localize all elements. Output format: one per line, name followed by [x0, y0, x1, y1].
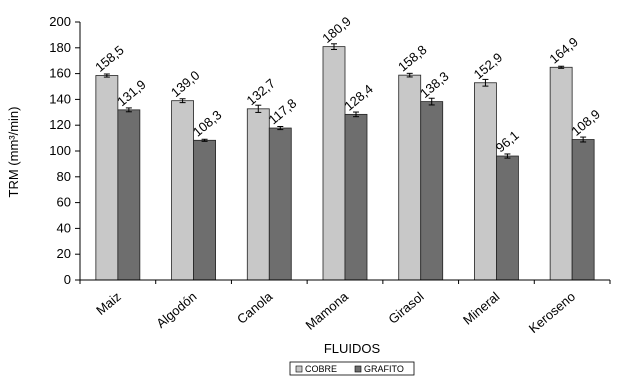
y-tick-label: 200	[49, 14, 71, 29]
bar-grafito-1	[193, 139, 216, 281]
bar-cobre-2	[246, 108, 270, 281]
legend: COBRE GRAFITO	[289, 361, 415, 376]
x-tick-label: Mamona	[303, 288, 352, 332]
x-tick-label: Keroseno	[526, 289, 578, 336]
y-tick-label: 80	[57, 169, 71, 184]
bar-cobre-4	[398, 74, 422, 281]
bar-grafito-3	[344, 113, 368, 281]
x-tick-label: Maiz	[93, 289, 124, 318]
bar-cobre-6	[549, 66, 573, 281]
data-label: 108,9	[568, 106, 603, 138]
x-axis: Maiz Algodón Canola Mamona Girasol Mineral Ker…	[79, 279, 611, 336]
bar-cobre-0	[95, 75, 119, 281]
legend-swatch-grafito	[354, 365, 362, 373]
y-tick-label: 180	[49, 40, 71, 55]
x-tick-label: Canola	[234, 288, 276, 326]
y-tick-label: 0	[64, 272, 71, 287]
data-label: 117,8	[266, 96, 300, 128]
bar-grafito-6	[571, 139, 595, 281]
bar-grafito-0	[117, 109, 141, 281]
data-label: 132,7	[244, 76, 279, 108]
data-label: 158,5	[92, 42, 127, 74]
bar-cobre-3	[322, 46, 346, 281]
y-tick-label: 100	[49, 143, 71, 158]
y-tick-label: 120	[49, 117, 71, 132]
data-label: 139,0	[168, 68, 203, 100]
x-tick-label: Girasol	[385, 289, 426, 327]
y-tick-label: 140	[49, 91, 71, 106]
x-tick-label: Algodón	[153, 289, 199, 331]
y-tick-label: 160	[49, 66, 71, 81]
bar-grafito-4	[420, 101, 444, 281]
legend-label-cobre: COBRE	[305, 364, 337, 374]
y-tick-label: 40	[57, 220, 71, 235]
y-tick-label: 60	[57, 195, 71, 210]
legend-swatch-cobre	[295, 365, 303, 373]
y-axis-title: TRM (mm³/min)	[6, 107, 21, 198]
legend-box	[289, 361, 415, 376]
data-label: 128,4	[341, 81, 376, 113]
data-label: 158,8	[395, 42, 430, 74]
data-label: 180,9	[319, 14, 354, 46]
x-tick-label: Mineral	[460, 289, 502, 328]
data-label: 131,9	[114, 77, 149, 109]
data-label: 138,3	[417, 68, 452, 100]
bar-cobre-5	[474, 82, 497, 281]
data-label: 108,3	[190, 107, 225, 139]
bar-grafito-2	[268, 127, 292, 281]
bar-grafito-5	[496, 155, 519, 281]
legend-label-grafito: GRAFITO	[364, 364, 404, 374]
data-label: 96,1	[493, 128, 522, 156]
x-axis-title: FLUIDOS	[324, 341, 381, 356]
y-axis: 0 20 40 60 80 100 120 140 160 180 200	[49, 14, 81, 287]
y-tick-label: 20	[57, 246, 71, 261]
data-label: 152,9	[471, 50, 506, 82]
data-label: 164,9	[546, 34, 581, 66]
